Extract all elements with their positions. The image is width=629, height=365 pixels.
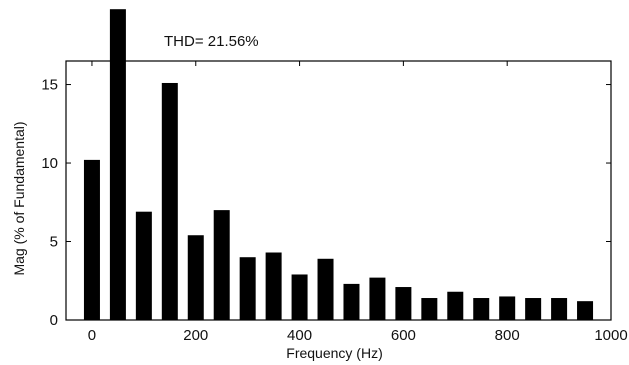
bar-600hz — [395, 287, 412, 320]
y-axis-ticks: 0 5 10 15 — [41, 77, 611, 329]
x-tick-label: 800 — [495, 327, 520, 344]
x-axis-ticks: 0 200 400 600 800 1000 — [88, 61, 628, 344]
bar-300hz — [239, 257, 256, 320]
x-tick-label: 600 — [391, 327, 416, 344]
x-tick-label: 0 — [88, 327, 96, 344]
bar-950hz — [577, 301, 594, 320]
bar-50hz — [109, 9, 126, 320]
bar-200hz — [187, 235, 204, 320]
x-tick-label: 1000 — [594, 327, 627, 344]
x-tick-label: 200 — [183, 327, 208, 344]
bars-group — [83, 9, 594, 320]
bar-350hz — [265, 252, 282, 320]
bar-800hz — [499, 296, 516, 320]
bar-550hz — [369, 277, 386, 320]
x-axis-label: Frequency (Hz) — [286, 345, 382, 361]
bar-900hz — [551, 298, 568, 320]
y-axis-label: Mag (% of Fundamental) — [11, 121, 27, 275]
bar-0hz — [83, 159, 100, 320]
thd-annotation: THD= 21.56% — [164, 33, 259, 50]
bar-150hz — [161, 82, 178, 320]
y-tick-label: 10 — [41, 155, 58, 172]
bar-750hz — [473, 298, 490, 320]
bar-650hz — [421, 298, 438, 320]
bar-700hz — [447, 291, 464, 320]
bar-450hz — [317, 258, 334, 320]
y-tick-label: 5 — [50, 234, 58, 251]
bar-250hz — [213, 210, 230, 320]
bar-850hz — [525, 298, 542, 320]
bar-500hz — [343, 283, 360, 320]
x-tick-label: 400 — [287, 327, 312, 344]
y-tick-label: 15 — [41, 77, 58, 94]
bar-400hz — [291, 274, 308, 320]
y-tick-label: 0 — [50, 312, 58, 329]
bar-100hz — [135, 211, 152, 320]
plot-frame — [65, 60, 612, 321]
